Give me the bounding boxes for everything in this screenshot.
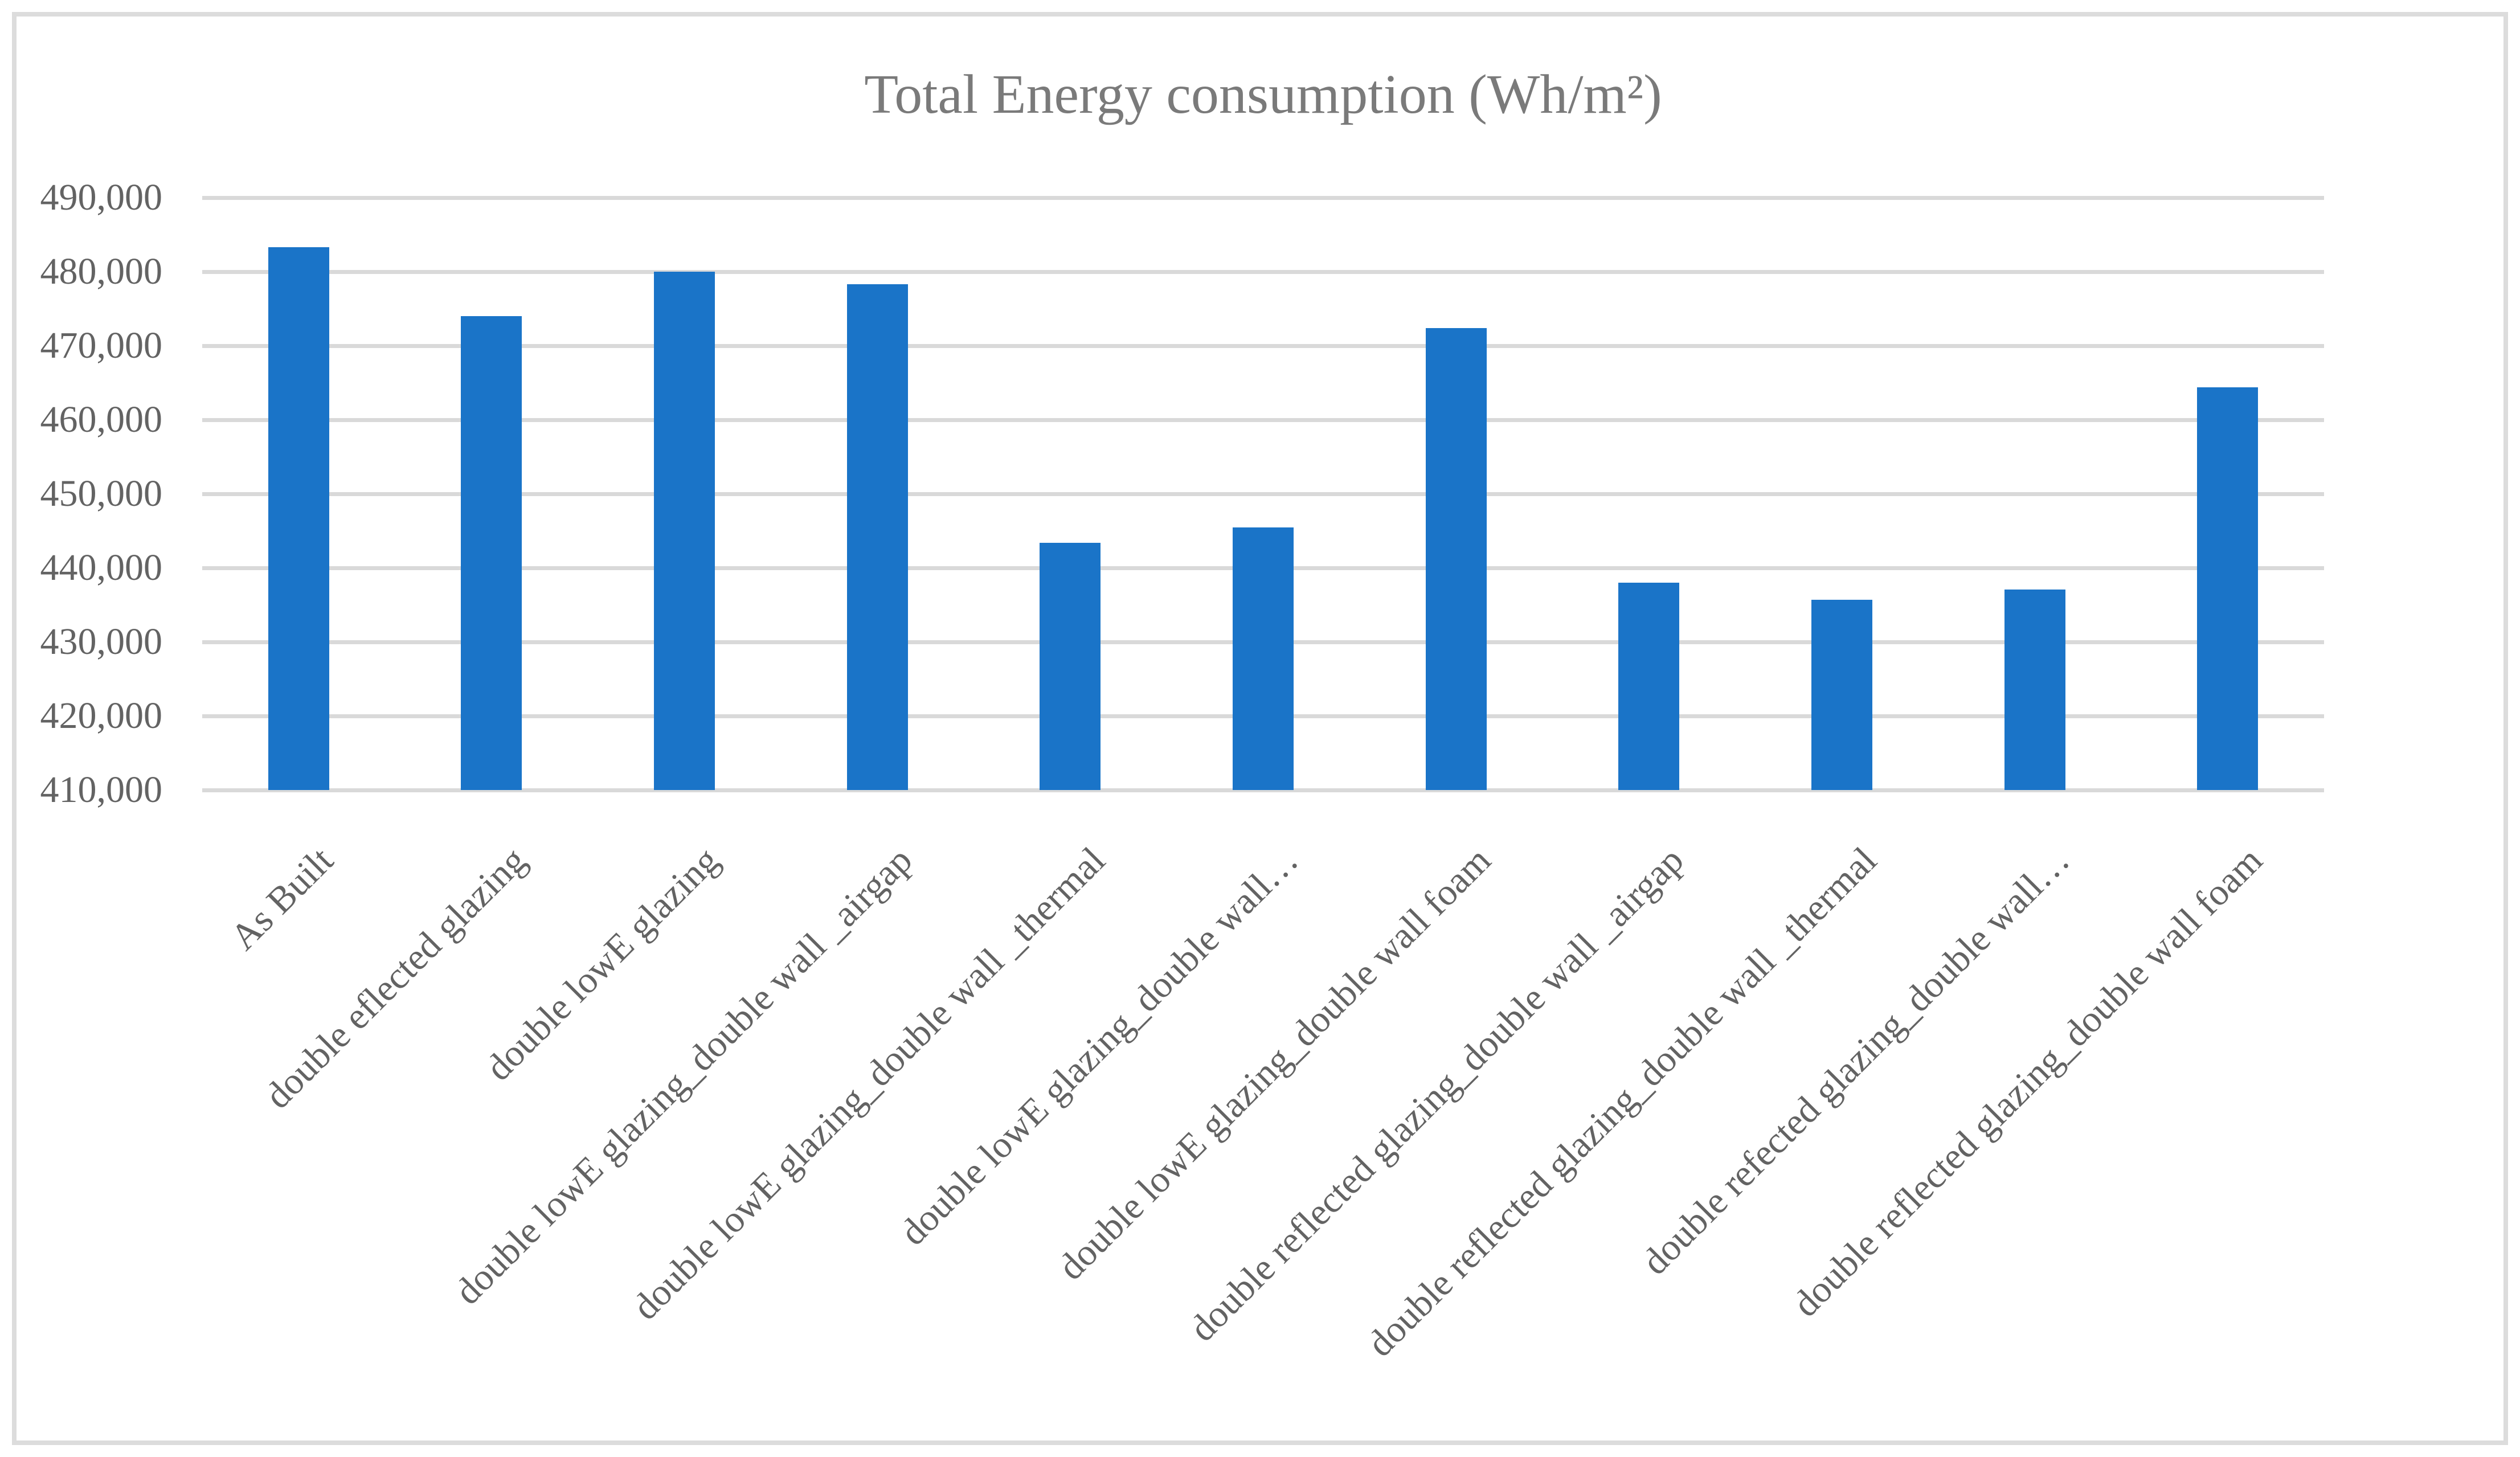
x-axis-category-label: double lowE glazing_double wall foam — [1050, 839, 1499, 1288]
bar-11 — [2197, 387, 2259, 790]
y-axis-tick-label: 450,000 — [40, 473, 163, 514]
bar-5 — [1040, 542, 1101, 790]
y-axis-tick-label: 440,000 — [40, 547, 163, 588]
y-axis-tick-label: 420,000 — [40, 695, 163, 736]
y-axis-tick-label: 410,000 — [40, 769, 163, 811]
bar-2 — [461, 316, 522, 790]
bar-1 — [268, 247, 329, 790]
gridline — [202, 196, 2324, 200]
y-axis-tick-label: 430,000 — [40, 621, 163, 662]
x-axis-category-label: double refected glazing_double wall… — [1634, 839, 2078, 1283]
gridline — [202, 492, 2324, 496]
gridline — [202, 344, 2324, 348]
x-axis-category-label: As Built — [222, 839, 342, 959]
chart-title: Total Energy consumption (Wh/m²) — [864, 64, 1662, 125]
y-axis-tick-label: 460,000 — [40, 399, 163, 440]
bar-7 — [1425, 328, 1487, 790]
y-axis-tick-label: 470,000 — [40, 325, 163, 366]
gridline — [202, 418, 2324, 422]
y-axis-tick-label: 480,000 — [40, 251, 163, 292]
gridline — [202, 788, 2324, 792]
bar-6 — [1233, 527, 1294, 790]
gridline — [202, 270, 2324, 274]
y-axis-tick-label: 490,000 — [40, 177, 163, 218]
bar-4 — [846, 284, 908, 790]
bar-10 — [2004, 589, 2065, 790]
x-axis-category-label: double lowE glazing_double wall… — [891, 839, 1306, 1254]
bar-8 — [1618, 583, 1680, 790]
bar-3 — [654, 272, 715, 790]
bar-9 — [1811, 599, 1872, 790]
